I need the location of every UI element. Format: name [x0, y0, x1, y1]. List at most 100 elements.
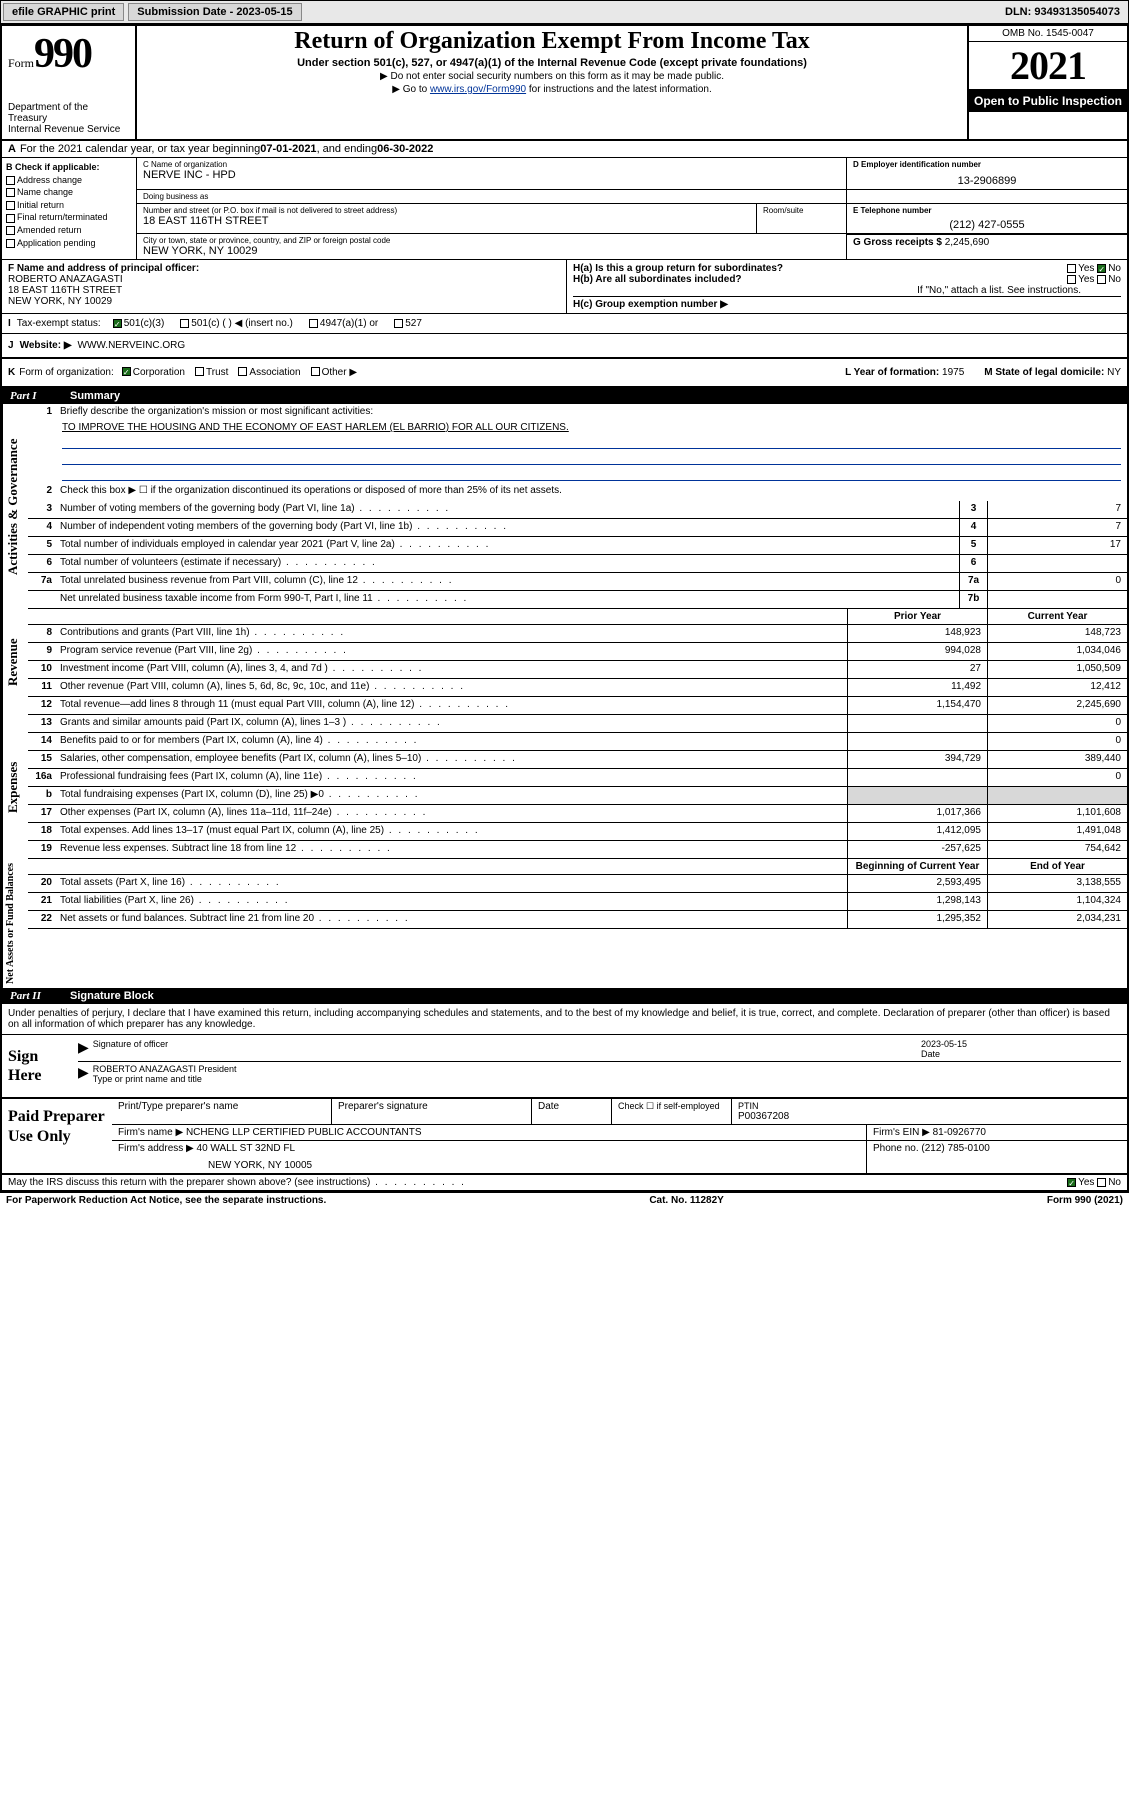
- netassets-section: Net Assets or Fund Balances Beginning of…: [2, 859, 1127, 988]
- prior-amt: 994,028: [847, 643, 987, 660]
- dba-label: Doing business as: [143, 192, 840, 201]
- gross-receipts: 2,245,690: [945, 237, 990, 248]
- prior-amt: -257,625: [847, 841, 987, 858]
- lbl-name-change: Name change: [17, 187, 73, 197]
- row-a-text: For the 2021 calendar year, or tax year …: [20, 143, 260, 155]
- f-label: F Name and address of principal officer:: [8, 263, 560, 274]
- prior-amt: [847, 787, 987, 804]
- mission-rule3: [62, 467, 1121, 481]
- city-label: City or town, state or province, country…: [143, 236, 840, 245]
- revenue-vlabel: Revenue: [2, 609, 28, 715]
- prior-amt: 394,729: [847, 751, 987, 768]
- chk-trust[interactable]: [195, 367, 204, 376]
- chk-address-change[interactable]: [6, 176, 15, 185]
- chk-final-return[interactable]: [6, 214, 15, 223]
- l7b-desc: Net unrelated business taxable income fr…: [56, 591, 959, 608]
- irs-link[interactable]: www.irs.gov/Form990: [430, 84, 526, 95]
- prior-amt: 27: [847, 661, 987, 678]
- room-label: Room/suite: [763, 206, 840, 215]
- opt-other: Other ▶: [322, 367, 357, 378]
- state-domicile: NY: [1107, 367, 1121, 378]
- preparer-name-label: Print/Type preparer's name: [112, 1099, 332, 1124]
- opt-corp: Corporation: [133, 367, 185, 378]
- table-row: 18Total expenses. Add lines 13–17 (must …: [28, 823, 1127, 841]
- l7a-val: 0: [987, 573, 1127, 590]
- chk-other[interactable]: [311, 367, 320, 376]
- table-row: 19Revenue less expenses. Subtract line 1…: [28, 841, 1127, 859]
- prior-amt: 1,298,143: [847, 893, 987, 910]
- warn-link-row: ▶ Go to www.irs.gov/Form990 for instruct…: [147, 84, 957, 95]
- row-j-website: J Website: ▶ WWW.NERVEINC.ORG: [2, 334, 1127, 359]
- row-desc: Benefits paid to or for members (Part IX…: [56, 733, 847, 750]
- form-ref: Form 990 (2021): [1047, 1195, 1123, 1206]
- i-label: I: [8, 318, 11, 329]
- row-desc: Total liabilities (Part X, line 26): [56, 893, 847, 910]
- chk-ha-yes[interactable]: [1067, 264, 1076, 273]
- chk-name-change[interactable]: [6, 188, 15, 197]
- col-b-header: B Check if applicable:: [6, 161, 132, 174]
- officer-name: ROBERTO ANAZAGASTI: [8, 274, 560, 285]
- table-row: 14Benefits paid to or for members (Part …: [28, 733, 1127, 751]
- chk-hb-yes[interactable]: [1067, 275, 1076, 284]
- chk-corporation[interactable]: [122, 367, 131, 376]
- row-desc: Contributions and grants (Part VIII, lin…: [56, 625, 847, 642]
- chk-hb-no[interactable]: [1097, 275, 1106, 284]
- prior-amt: [847, 733, 987, 750]
- chk-discuss-yes[interactable]: [1067, 1178, 1076, 1187]
- firm-ein-label: Firm's EIN ▶: [873, 1127, 930, 1138]
- current-amt: 2,245,690: [987, 697, 1127, 714]
- opt-4947: 4947(a)(1) or: [320, 318, 378, 329]
- chk-amended-return[interactable]: [6, 226, 15, 235]
- row-desc: Salaries, other compensation, employee b…: [56, 751, 847, 768]
- efile-print-button[interactable]: efile GRAPHIC print: [3, 3, 124, 21]
- revenue-section: Revenue Prior Year Current Year 8Contrib…: [2, 609, 1127, 715]
- chk-initial-return[interactable]: [6, 201, 15, 210]
- row-desc: Other revenue (Part VIII, column (A), li…: [56, 679, 847, 696]
- officer-addr2: NEW YORK, NY 10029: [8, 296, 560, 307]
- prior-amt: 1,154,470: [847, 697, 987, 714]
- row-i-tax-status: I Tax-exempt status: 501(c)(3) 501(c) ( …: [2, 314, 1127, 334]
- table-row: 21Total liabilities (Part X, line 26)1,2…: [28, 893, 1127, 911]
- sig-arrow2: ▶: [78, 1064, 89, 1084]
- firm-phone-value: (212) 785-0100: [921, 1143, 989, 1154]
- governance-section: Activities & Governance 1Briefly describ…: [2, 404, 1127, 609]
- tax-year-begin: 07-01-2021: [260, 143, 316, 155]
- opt-trust: Trust: [206, 367, 228, 378]
- chk-discuss-no[interactable]: [1097, 1178, 1106, 1187]
- chk-501c3[interactable]: [113, 319, 122, 328]
- lbl-amended-return: Amended return: [17, 225, 82, 235]
- mission-text: TO IMPROVE THE HOUSING AND THE ECONOMY O…: [28, 422, 1127, 435]
- row-desc: Investment income (Part VIII, column (A)…: [56, 661, 847, 678]
- table-row: 22Net assets or fund balances. Subtract …: [28, 911, 1127, 929]
- sig-name-value: ROBERTO ANAZAGASTI President: [93, 1064, 1121, 1074]
- current-amt: 3,138,555: [987, 875, 1127, 892]
- chk-association[interactable]: [238, 367, 247, 376]
- header-left: Form990 Department of the Treasury Inter…: [2, 26, 137, 139]
- current-amt: 1,104,324: [987, 893, 1127, 910]
- addr-label: Number and street (or P.O. box if mail i…: [143, 206, 750, 215]
- col-cde: C Name of organization NERVE INC - HPD D…: [137, 158, 1127, 259]
- current-amt: 1,101,608: [987, 805, 1127, 822]
- l6-desc: Total number of volunteers (estimate if …: [56, 555, 959, 572]
- governance-vlabel: Activities & Governance: [2, 404, 28, 609]
- current-amt: 12,412: [987, 679, 1127, 696]
- discuss-row: May the IRS discuss this return with the…: [2, 1175, 1127, 1190]
- chk-527[interactable]: [394, 319, 403, 328]
- hc-label: H(c) Group exemption number ▶: [573, 299, 728, 310]
- officer-addr1: 18 EAST 116TH STREET: [8, 285, 560, 296]
- opt-527: 527: [405, 318, 422, 329]
- dln: DLN: 93493135054073: [997, 4, 1128, 20]
- top-bar: efile GRAPHIC print Submission Date - 20…: [0, 0, 1129, 24]
- current-amt: 0: [987, 733, 1127, 750]
- current-amt: 0: [987, 769, 1127, 786]
- hb-yes: Yes: [1078, 274, 1094, 285]
- chk-ha-no[interactable]: [1097, 264, 1106, 273]
- chk-501c[interactable]: [180, 319, 189, 328]
- table-row: 17Other expenses (Part IX, column (A), l…: [28, 805, 1127, 823]
- warn-ssn: ▶ Do not enter social security numbers o…: [147, 71, 957, 82]
- chk-4947[interactable]: [309, 319, 318, 328]
- form-subtitle: Under section 501(c), 527, or 4947(a)(1)…: [147, 57, 957, 69]
- l6-val: [987, 555, 1127, 572]
- chk-application-pending[interactable]: [6, 239, 15, 248]
- table-row: 10Investment income (Part VIII, column (…: [28, 661, 1127, 679]
